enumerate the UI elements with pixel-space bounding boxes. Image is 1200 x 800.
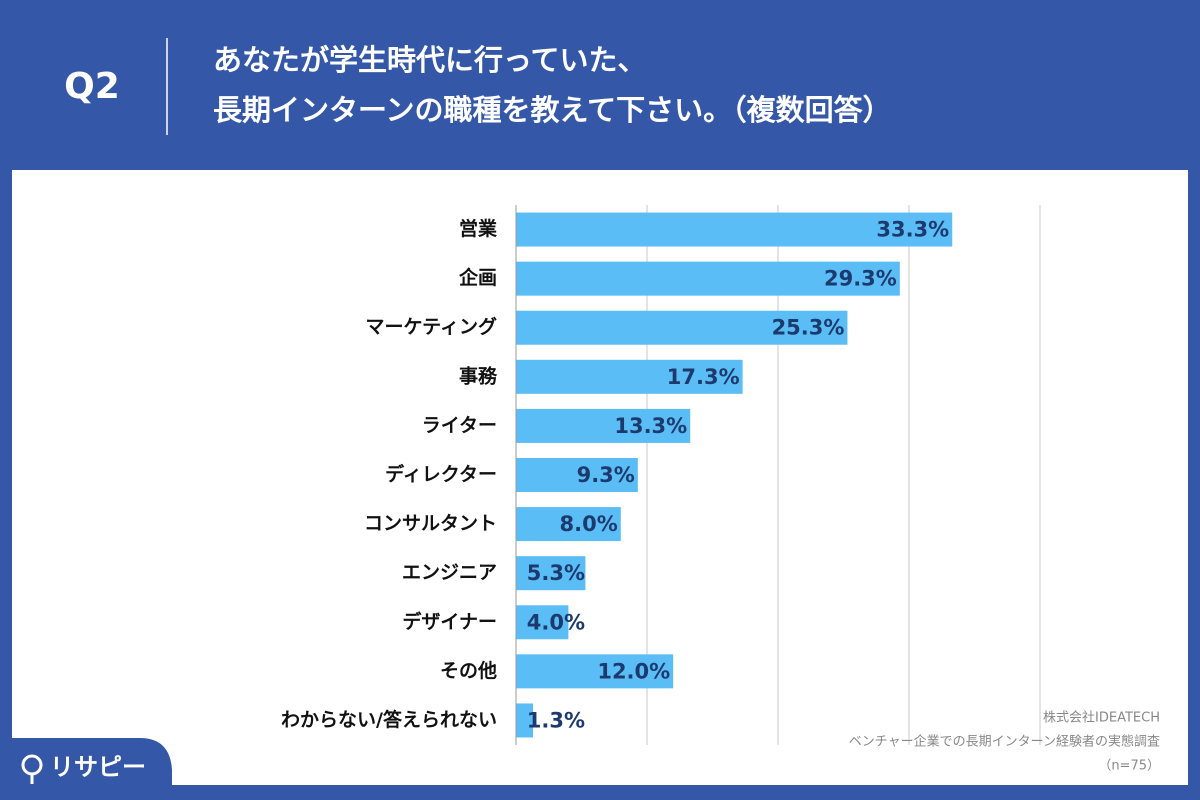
footnote: ベンチャー企業での長期インターン経験者の実態調査 [849, 734, 1160, 750]
category-label: エンジニア [402, 562, 497, 584]
value-label: 13.3% [614, 414, 687, 438]
category-label: デザイナー [402, 610, 497, 633]
brand: リサピー [50, 753, 146, 781]
value-label: 33.3% [876, 218, 949, 242]
bar [516, 212, 953, 247]
value-label: 4.0% [527, 610, 585, 634]
value-label: 17.3% [667, 365, 740, 389]
bar [516, 556, 586, 591]
bar [516, 261, 900, 296]
category-label: コンサルタント [364, 513, 497, 535]
value-label: 29.3% [824, 267, 897, 291]
bar [516, 359, 743, 394]
category-label: 営業 [459, 217, 498, 240]
bar [516, 507, 621, 542]
badge: Q2 [64, 66, 120, 107]
value-label: 5.3% [527, 561, 585, 585]
value-label: 1.3% [527, 708, 585, 732]
footnote: 株式会社IDEATECH [1043, 710, 1160, 726]
category-label: ディレクター [385, 463, 497, 486]
footnote: （n=75） [1098, 759, 1160, 774]
bar [516, 408, 691, 443]
title: 長期インターンの職種を教えて下さい。（複数回答） [213, 93, 892, 127]
value-label: 12.0% [597, 659, 670, 683]
category-label: 企画 [458, 266, 497, 289]
category-label: 事務 [459, 364, 498, 387]
bar [516, 605, 569, 640]
bar [516, 458, 638, 492]
plot: 営業 33.3% 企画 29.3% マーケティング 25.3% 事務 17.3% ライター 13.… [281, 205, 1041, 745]
bar [516, 703, 534, 738]
value-label: 8.0% [560, 512, 618, 536]
bar [516, 654, 674, 689]
category-label: ライター [422, 414, 497, 436]
bar [516, 310, 848, 345]
category-label: マーケティング [366, 315, 497, 338]
value-label: 9.3% [577, 463, 635, 487]
value-label: 25.3% [772, 316, 845, 340]
category-label: その他 [440, 659, 497, 682]
brand-tab [0, 738, 172, 800]
title: あなたが学生時代に行っていた、 [213, 43, 647, 77]
category-label: わからない/答えられない [281, 708, 497, 731]
